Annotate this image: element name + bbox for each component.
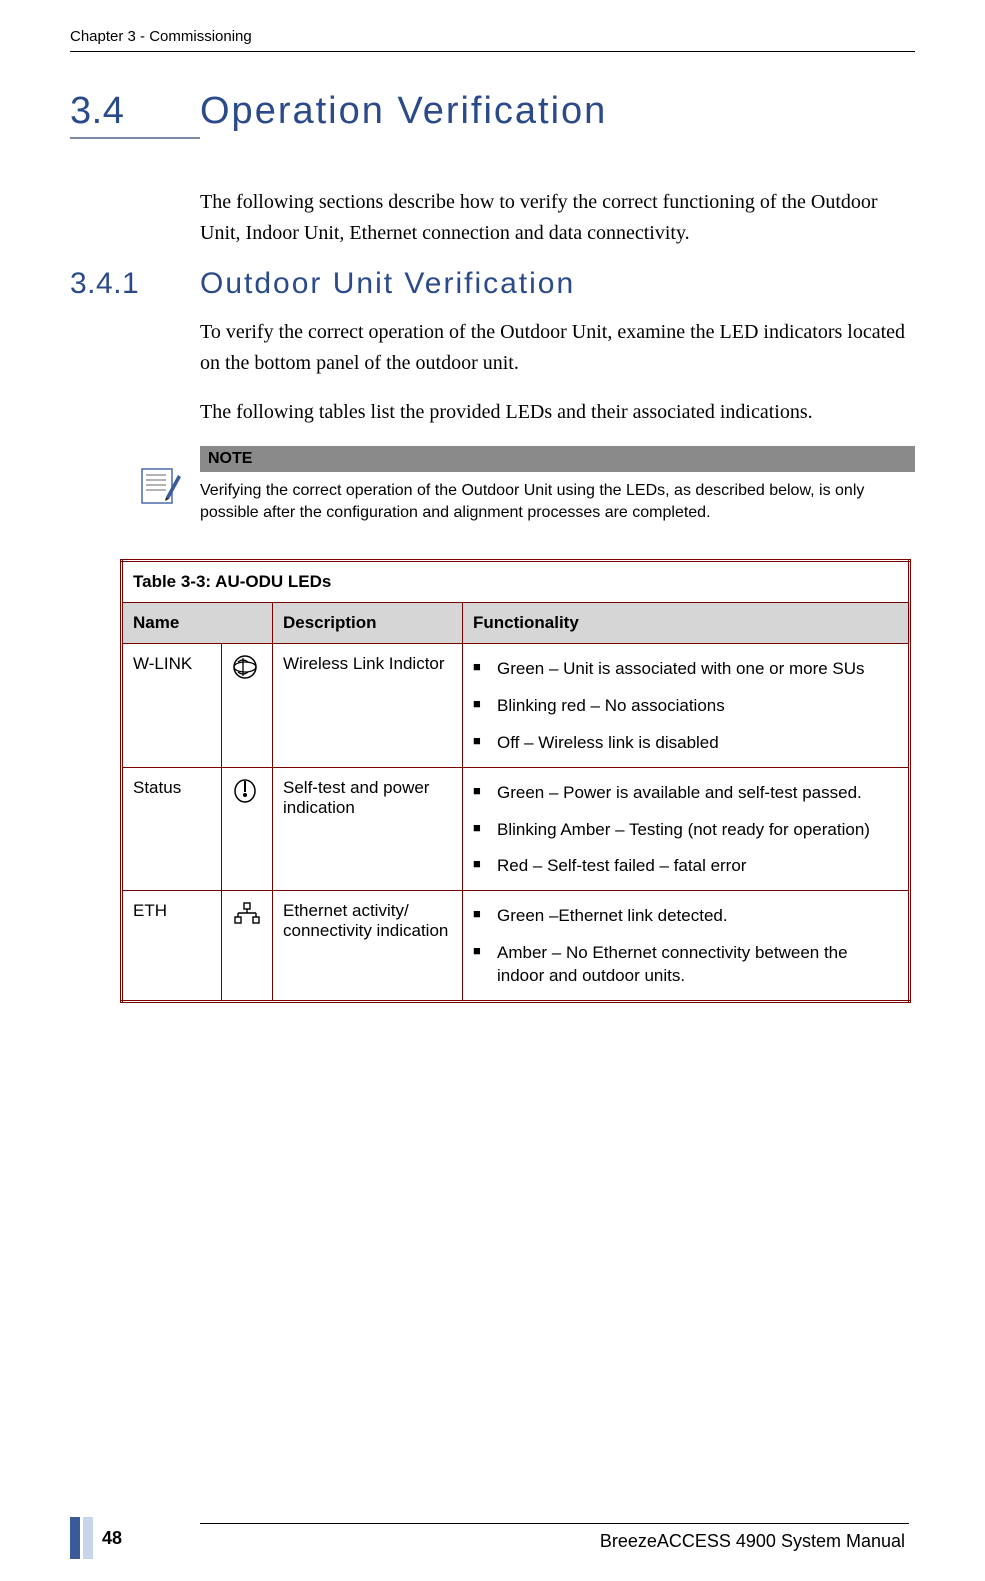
subsection-p2: The following tables list the provided L…: [200, 397, 915, 428]
led-table: Table 3-3: AU-ODU LEDs Name Description …: [120, 559, 911, 1003]
cell-description: Wireless Link Indictor: [273, 643, 463, 767]
cell-name: ETH: [122, 891, 222, 1002]
cell-functionality: Green – Unit is associated with one or m…: [463, 643, 910, 767]
cell-name: W-LINK: [122, 643, 222, 767]
note-icon: [120, 446, 200, 525]
list-item: Red – Self-test failed – fatal error: [473, 855, 898, 878]
section-intro: The following sections describe how to v…: [200, 187, 915, 249]
table-row: ETH Ethernet activity/ connectivity indi…: [122, 891, 910, 1002]
footer-manual-title: BreezeACCESS 4900 System Manual: [600, 1531, 905, 1552]
section-number: 3.4: [70, 90, 200, 139]
running-header: Chapter 3 - Commissioning: [70, 28, 915, 45]
subsection-title: Outdoor Unit Verification: [200, 267, 575, 301]
header-rule: [70, 51, 915, 52]
note-label: NOTE: [200, 446, 915, 472]
cell-description: Self-test and power indication: [273, 767, 463, 891]
subsection-number: 3.4.1: [70, 267, 200, 301]
col-name: Name: [122, 602, 273, 643]
subsection-body: To verify the correct operation of the O…: [200, 317, 915, 428]
table-row: Status Self-test and power indication Gr…: [122, 767, 910, 891]
col-description: Description: [273, 602, 463, 643]
list-item: Green –Ethernet link detected.: [473, 905, 898, 928]
eth-icon: [222, 891, 273, 1002]
wlink-icon: [222, 643, 273, 767]
section-heading: 3.4 Operation Verification: [70, 90, 915, 139]
subsection-heading: 3.4.1 Outdoor Unit Verification: [70, 267, 915, 301]
note-text: Verifying the correct operation of the O…: [200, 472, 915, 525]
cell-functionality: Green – Power is available and self-test…: [463, 767, 910, 891]
section-title: Operation Verification: [200, 90, 607, 133]
table-caption: Table 3-3: AU-ODU LEDs: [122, 560, 910, 602]
cell-description: Ethernet activity/ connectivity indicati…: [273, 891, 463, 1002]
list-item: Blinking red – No associations: [473, 695, 898, 718]
footer-accent-bar-light: [83, 1517, 93, 1559]
page-number: 48: [96, 1528, 128, 1549]
section-body: The following sections describe how to v…: [200, 187, 915, 249]
page: Chapter 3 - Commissioning 3.4 Operation …: [0, 0, 985, 1581]
list-item: Amber – No Ethernet connectivity between…: [473, 942, 898, 988]
list-item: Blinking Amber – Testing (not ready for …: [473, 819, 898, 842]
table-row: W-LINK Wireless Link Indictor Green – Un…: [122, 643, 910, 767]
page-number-box: 48: [70, 1517, 128, 1559]
table-header-row: Name Description Functionality: [122, 602, 910, 643]
cell-functionality: Green –Ethernet link detected. Amber – N…: [463, 891, 910, 1002]
note-block: NOTE Verifying the correct operation of …: [120, 446, 915, 525]
footer-accent-bar: [70, 1517, 80, 1559]
subsection-p1: To verify the correct operation of the O…: [200, 317, 915, 379]
col-functionality: Functionality: [463, 602, 910, 643]
footer-rule: [200, 1523, 909, 1524]
status-icon: [222, 767, 273, 891]
table-caption-row: Table 3-3: AU-ODU LEDs: [122, 560, 910, 602]
cell-name: Status: [122, 767, 222, 891]
list-item: Green – Power is available and self-test…: [473, 782, 898, 805]
list-item: Green – Unit is associated with one or m…: [473, 658, 898, 681]
list-item: Off – Wireless link is disabled: [473, 732, 898, 755]
